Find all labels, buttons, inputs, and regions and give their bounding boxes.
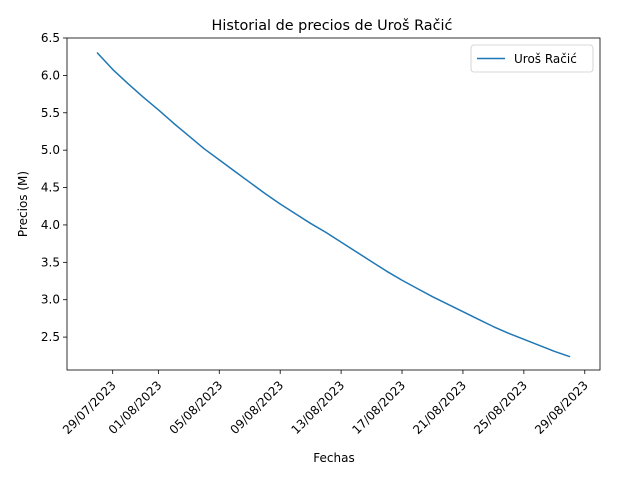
legend-box xyxy=(470,44,594,73)
plot-frame xyxy=(66,37,601,371)
plot-area xyxy=(66,37,601,371)
y-axis-label: Precios (M) xyxy=(16,171,30,237)
chart-title: Historial de precios de Uroš Račić xyxy=(212,18,453,34)
series-line xyxy=(96,52,571,358)
y-tick-label: 4.5 xyxy=(41,181,60,195)
y-tick-label: 5.5 xyxy=(41,106,60,120)
series-layer xyxy=(96,52,571,358)
y-axis: 2.5 3.0 3.5 4.0 4.5 5.0 5.5 6.0 6.5 xyxy=(41,31,67,344)
y-tick-label: 2.5 xyxy=(41,330,60,344)
y-tick-label: 3.5 xyxy=(41,255,60,269)
x-tick-label: 09/08/2023 xyxy=(228,378,287,437)
y-tick-label: 6.5 xyxy=(41,31,60,45)
y-tick-label: 4.0 xyxy=(41,218,60,232)
legend: Uroš Račić xyxy=(470,44,594,73)
x-tick-label: 25/08/2023 xyxy=(471,378,530,437)
legend-label: Uroš Račić xyxy=(514,52,577,66)
x-tick-label: 29/08/2023 xyxy=(532,378,591,437)
y-tick-label: 3.0 xyxy=(41,293,60,307)
x-tick-label: 17/08/2023 xyxy=(349,378,408,437)
x-axis-label: Fechas xyxy=(313,451,354,465)
x-tick-label: 05/08/2023 xyxy=(167,378,226,437)
x-tick-label: 13/08/2023 xyxy=(288,378,347,437)
y-tick-label: 6.0 xyxy=(41,68,60,82)
y-tick-label: 5.0 xyxy=(41,143,60,157)
x-tick-label: 21/08/2023 xyxy=(410,378,469,437)
